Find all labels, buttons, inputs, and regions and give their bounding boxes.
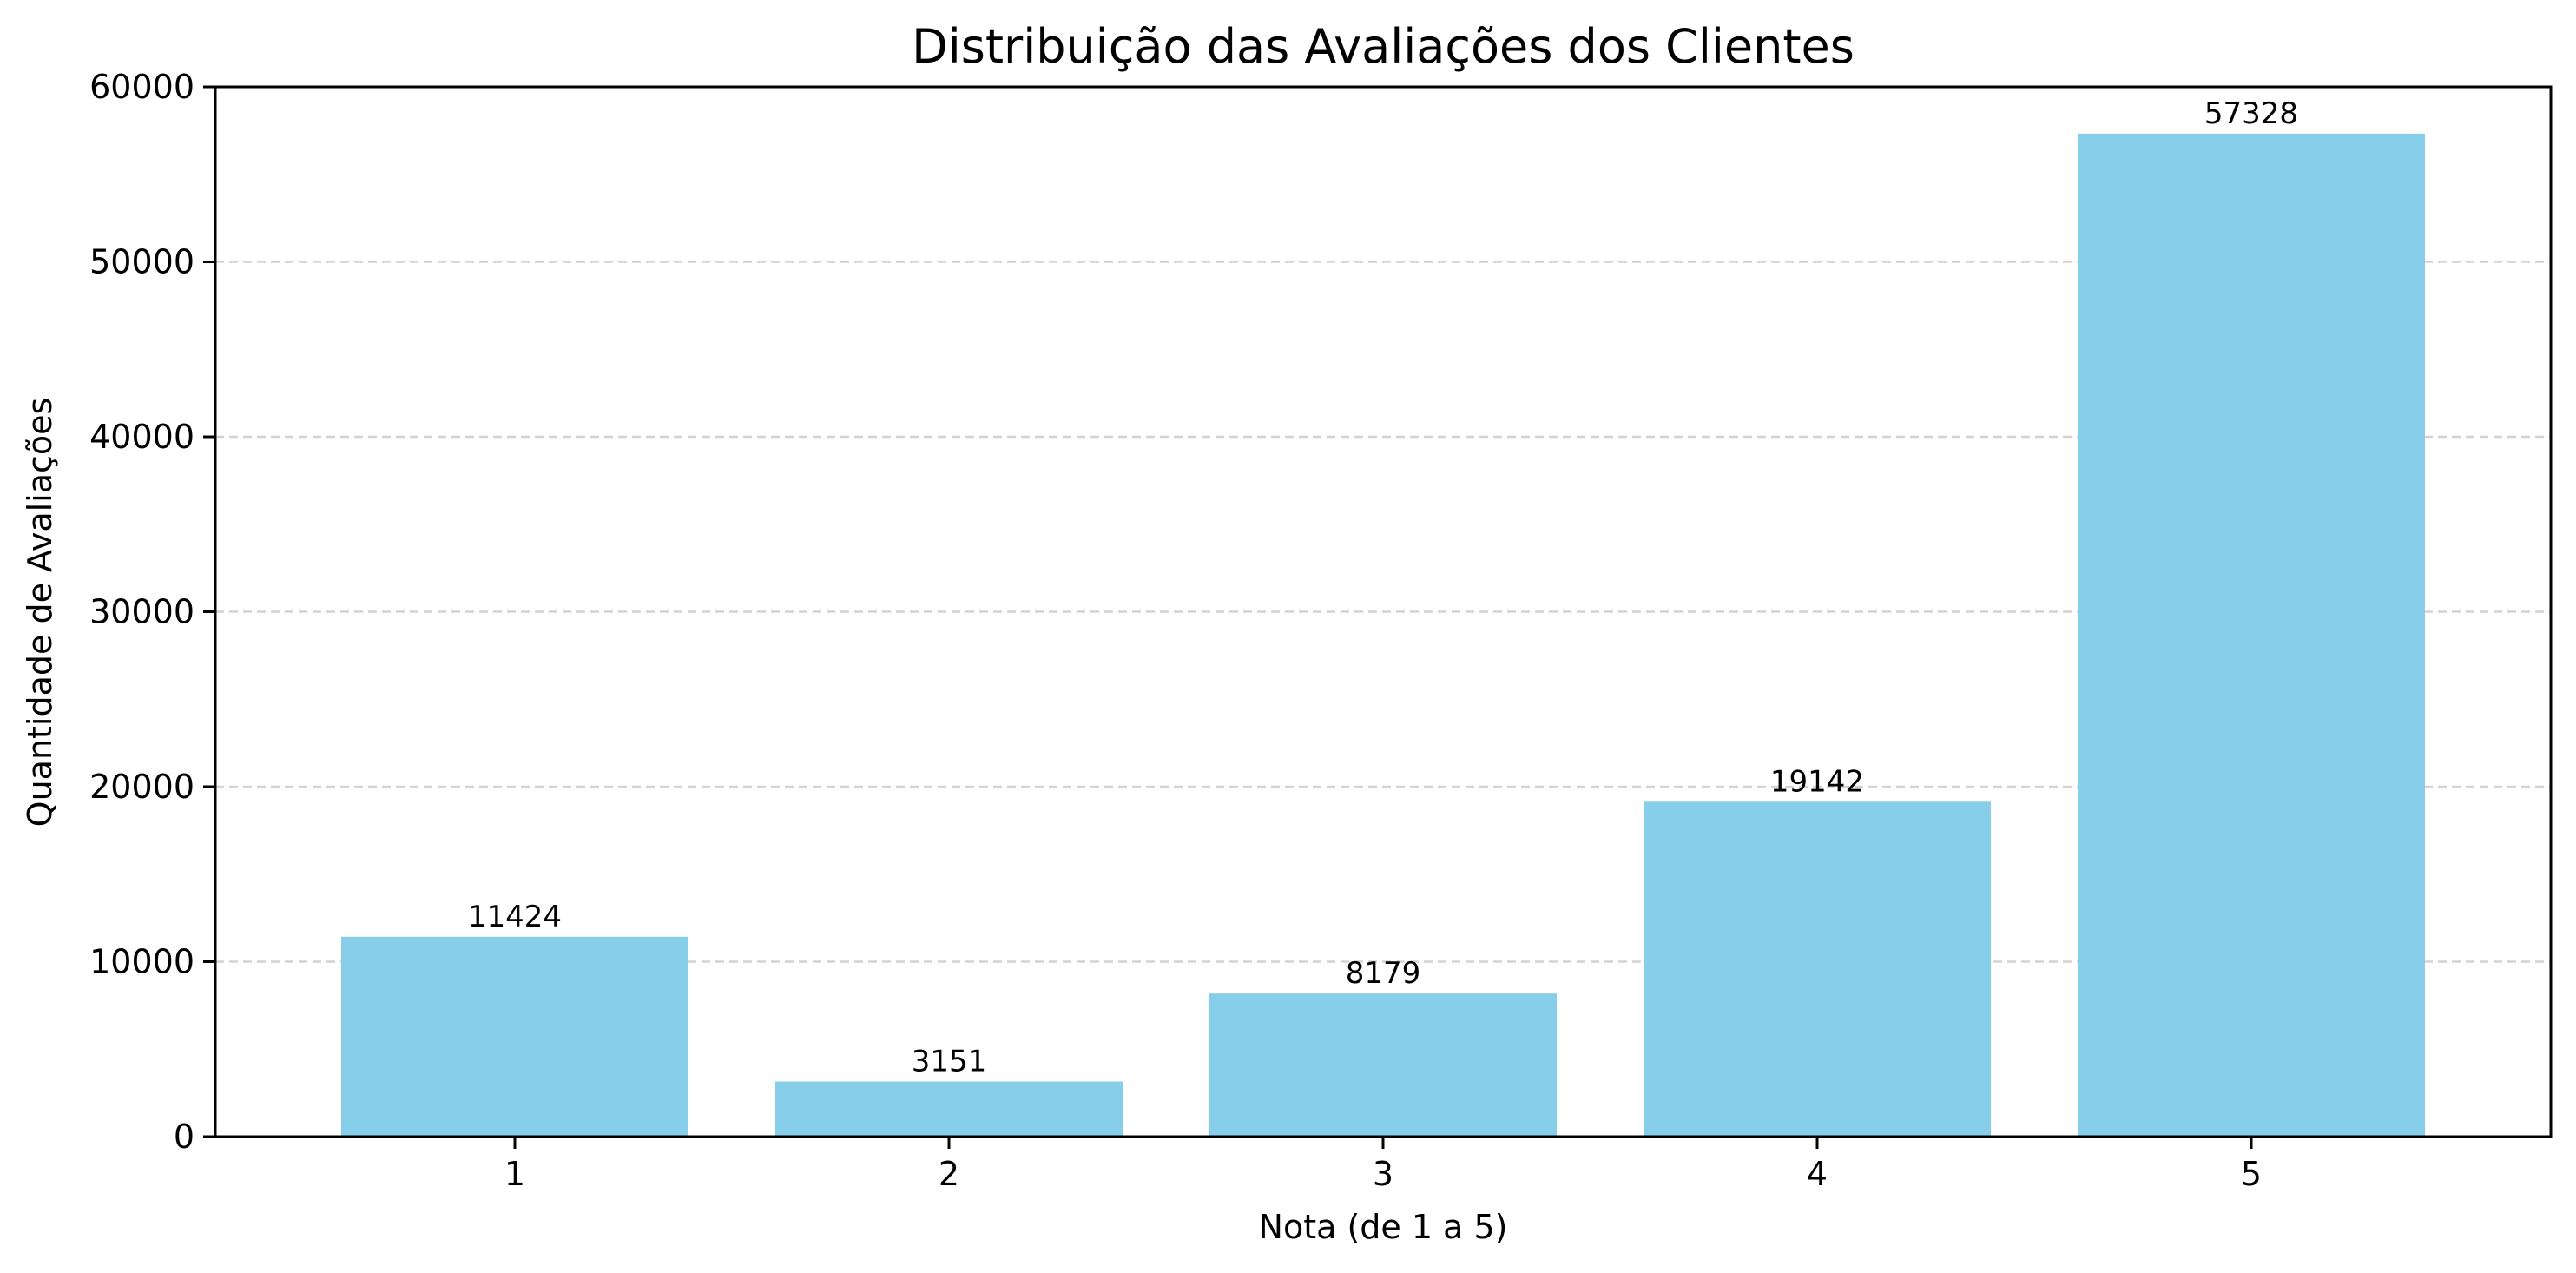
bar xyxy=(775,1081,1123,1137)
y-tick-label: 10000 xyxy=(89,943,194,981)
x-axis-label: Nota (de 1 a 5) xyxy=(1259,1208,1508,1246)
y-axis-ticks: 0 10000 20000 30000 40000 50000 60000 xyxy=(89,68,215,1156)
x-tick-label: 4 xyxy=(1807,1155,1828,1193)
x-tick-label: 5 xyxy=(2241,1155,2262,1193)
y-tick-label: 60000 xyxy=(89,68,194,106)
bar-value-labels: 11424 3151 8179 19142 57328 xyxy=(468,96,2298,1079)
y-tick-label: 20000 xyxy=(89,768,194,806)
x-tick-label: 1 xyxy=(504,1155,525,1193)
x-tick-label: 3 xyxy=(1373,1155,1393,1193)
x-tick-label: 2 xyxy=(939,1155,959,1193)
y-tick-label: 0 xyxy=(174,1118,194,1156)
y-tick-label: 40000 xyxy=(89,418,194,456)
bar xyxy=(2078,133,2425,1137)
bar xyxy=(1644,801,1991,1137)
bar xyxy=(341,936,688,1137)
y-axis-label: Quantidade de Avaliações xyxy=(21,398,59,828)
bar-value-label: 19142 xyxy=(1770,764,1864,799)
bar-value-label: 8179 xyxy=(1346,956,1421,991)
y-tick-label: 50000 xyxy=(89,243,194,281)
bar-value-label: 11424 xyxy=(468,900,562,934)
chart-title: Distribuição das Avaliações dos Clientes xyxy=(912,19,1855,74)
bar xyxy=(1209,993,1557,1137)
bar-value-label: 3151 xyxy=(912,1045,987,1079)
x-axis-ticks: 1 2 3 4 5 xyxy=(504,1137,2262,1193)
bar-value-label: 57328 xyxy=(2204,96,2298,131)
bars xyxy=(341,133,2425,1137)
y-tick-label: 30000 xyxy=(89,593,194,631)
